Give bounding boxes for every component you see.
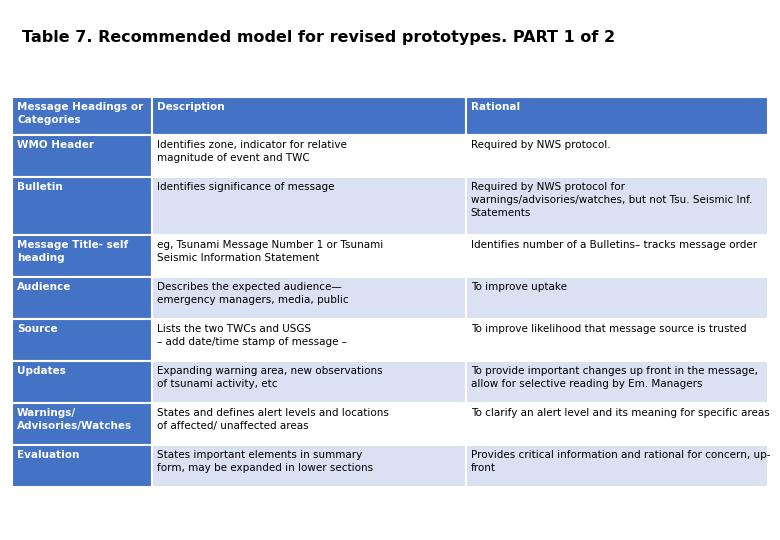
Bar — [152, 445, 466, 487]
Bar — [466, 319, 768, 361]
Text: Lists the two TWCs and USGS
– add date/time stamp of message –: Lists the two TWCs and USGS – add date/t… — [157, 324, 347, 347]
Bar — [466, 135, 768, 177]
Bar — [466, 445, 768, 487]
Text: Table 7. Recommended model for revised prototypes. PART 1 of 2: Table 7. Recommended model for revised p… — [22, 30, 615, 45]
Bar — [152, 361, 466, 403]
Bar — [152, 97, 466, 135]
Text: Message Title- self
heading: Message Title- self heading — [17, 240, 128, 263]
Text: States important elements in summary
form, may be expanded in lower sections: States important elements in summary for… — [157, 450, 373, 473]
Bar — [466, 235, 768, 277]
Text: Describes the expected audience—
emergency managers, media, public: Describes the expected audience— emergen… — [157, 282, 349, 305]
Text: Updates: Updates — [17, 366, 66, 376]
Bar — [12, 177, 152, 235]
Bar — [466, 177, 768, 235]
Text: To improve uptake: To improve uptake — [470, 282, 566, 292]
Bar — [466, 361, 768, 403]
Bar — [152, 135, 466, 177]
Text: Identifies significance of message: Identifies significance of message — [157, 182, 335, 192]
Text: Description: Description — [157, 102, 225, 112]
Text: WMO Header: WMO Header — [17, 140, 94, 150]
Text: States and defines alert levels and locations
of affected/ unaffected areas: States and defines alert levels and loca… — [157, 408, 388, 431]
Bar — [152, 403, 466, 445]
Bar — [12, 277, 152, 319]
Text: eg, Tsunami Message Number 1 or Tsunami
Seismic Information Statement: eg, Tsunami Message Number 1 or Tsunami … — [157, 240, 383, 263]
Text: Evaluation: Evaluation — [17, 450, 80, 460]
Text: Identifies zone, indicator for relative
magnitude of event and TWC: Identifies zone, indicator for relative … — [157, 140, 347, 163]
Text: Bulletin: Bulletin — [17, 182, 62, 192]
Bar — [152, 177, 466, 235]
Bar — [12, 361, 152, 403]
Bar — [152, 277, 466, 319]
Text: Warnings/
Advisories/Watches: Warnings/ Advisories/Watches — [17, 408, 132, 431]
Text: Message Headings or
Categories: Message Headings or Categories — [17, 102, 144, 125]
Bar — [12, 403, 152, 445]
Bar — [12, 135, 152, 177]
Text: To clarify an alert level and its meaning for specific areas: To clarify an alert level and its meanin… — [470, 408, 769, 418]
Text: Identifies number of a Bulletins– tracks message order: Identifies number of a Bulletins– tracks… — [470, 240, 757, 250]
Text: Required by NWS protocol for
warnings/advisories/watches, but not Tsu. Seismic I: Required by NWS protocol for warnings/ad… — [470, 182, 752, 218]
Text: Source: Source — [17, 324, 58, 334]
Text: Required by NWS protocol.: Required by NWS protocol. — [470, 140, 610, 150]
Bar — [466, 277, 768, 319]
Bar — [466, 97, 768, 135]
Bar — [12, 319, 152, 361]
Text: Provides critical information and rational for concern, up-
front: Provides critical information and ration… — [470, 450, 770, 473]
Text: To improve likelihood that message source is trusted: To improve likelihood that message sourc… — [470, 324, 746, 334]
Bar — [152, 235, 466, 277]
Text: Audience: Audience — [17, 282, 72, 292]
Bar — [12, 445, 152, 487]
Bar — [12, 235, 152, 277]
Text: Expanding warning area, new observations
of tsunami activity, etc: Expanding warning area, new observations… — [157, 366, 382, 389]
Text: Rational: Rational — [470, 102, 519, 112]
Text: To provide important changes up front in the message,
allow for selective readin: To provide important changes up front in… — [470, 366, 757, 389]
Bar — [12, 97, 152, 135]
Bar — [152, 319, 466, 361]
Bar — [466, 403, 768, 445]
